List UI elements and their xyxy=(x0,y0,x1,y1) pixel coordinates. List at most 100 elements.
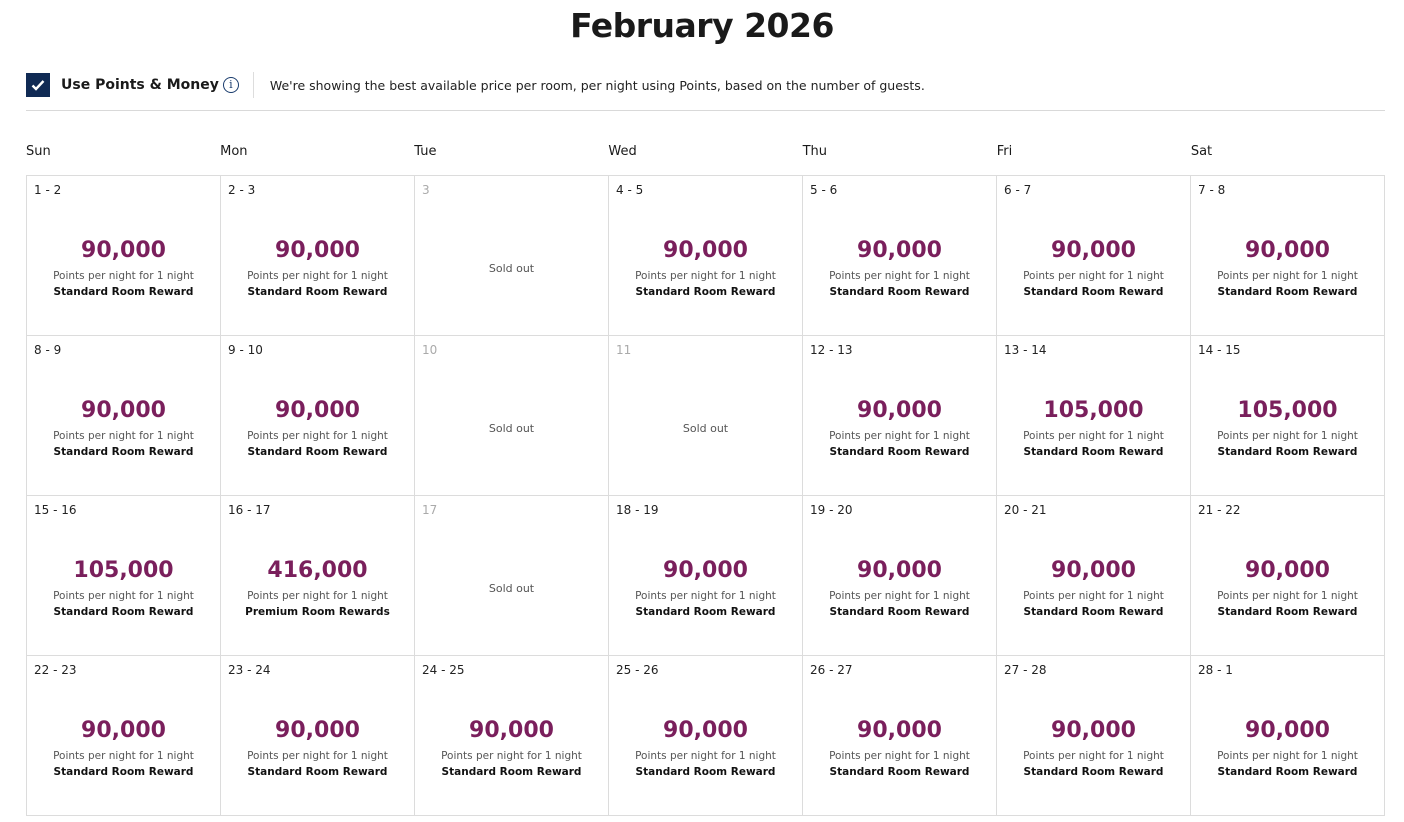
points-price: 90,000 xyxy=(275,718,360,743)
calendar-day-cell[interactable]: 25 - 26 90,000 Points per night for 1 nigh… xyxy=(609,656,803,816)
room-type: Standard Room Reward xyxy=(1217,446,1358,458)
calendar-grid: 1 - 2 90,000 Points per night for 1 night S… xyxy=(26,175,1385,816)
points-price: 90,000 xyxy=(469,718,554,743)
calendar-day-cell[interactable]: 19 - 20 90,000 Points per night for 1 nigh… xyxy=(803,496,997,656)
room-type: Standard Room Reward xyxy=(53,606,194,618)
price-description: Points per night for 1 night xyxy=(247,270,388,282)
calendar-day-cell[interactable]: 24 - 25 90,000 Points per night for 1 nigh… xyxy=(415,656,609,816)
points-price: 90,000 xyxy=(275,398,360,423)
day-dates: 19 - 20 xyxy=(810,503,853,517)
room-type: Standard Room Reward xyxy=(1023,286,1164,298)
points-price: 90,000 xyxy=(663,238,748,263)
calendar-day-cell[interactable]: 2 - 3 90,000 Points per night for 1 night S… xyxy=(221,176,415,336)
price-description: Points per night for 1 night xyxy=(1023,270,1164,282)
day-dates: 9 - 10 xyxy=(228,343,263,357)
calendar-day-cell[interactable]: 22 - 23 90,000 Points per night for 1 nigh… xyxy=(27,656,221,816)
price-description: Points per night for 1 night xyxy=(1217,270,1358,282)
price-description: Points per night for 1 night xyxy=(829,750,970,762)
day-dates: 13 - 14 xyxy=(1004,343,1047,357)
calendar-day-cell[interactable]: 18 - 19 90,000 Points per night for 1 nigh… xyxy=(609,496,803,656)
price-description: Points per night for 1 night xyxy=(441,750,582,762)
use-points-money-checkbox[interactable] xyxy=(26,73,50,97)
calendar-day-cell[interactable]: 16 - 17 416,000 Points per night for 1 nig… xyxy=(221,496,415,656)
use-points-money-label[interactable]: Use Points & Money xyxy=(61,77,219,93)
price-description: Points per night for 1 night xyxy=(53,590,194,602)
room-type: Standard Room Reward xyxy=(829,606,970,618)
room-type: Standard Room Reward xyxy=(829,286,970,298)
room-type: Standard Room Reward xyxy=(1023,766,1164,778)
room-type: Standard Room Reward xyxy=(635,766,776,778)
day-dates: 1 - 2 xyxy=(34,183,62,197)
day-dates: 25 - 26 xyxy=(616,663,659,677)
price-description: Points per night for 1 night xyxy=(1217,590,1358,602)
points-price: 90,000 xyxy=(275,238,360,263)
room-type: Standard Room Reward xyxy=(635,606,776,618)
calendar-day-cell[interactable]: 1 - 2 90,000 Points per night for 1 night S… xyxy=(27,176,221,336)
calendar-day-cell[interactable]: 4 - 5 90,000 Points per night for 1 night S… xyxy=(609,176,803,336)
points-price: 90,000 xyxy=(81,718,166,743)
room-type: Standard Room Reward xyxy=(247,446,388,458)
price-description: Points per night for 1 night xyxy=(1023,590,1164,602)
day-dates: 10 xyxy=(422,343,438,357)
day-dates: 5 - 6 xyxy=(810,183,838,197)
info-icon[interactable]: i xyxy=(222,77,239,93)
calendar-day-cell[interactable]: 20 - 21 90,000 Points per night for 1 nigh… xyxy=(997,496,1191,656)
calendar-day-cell[interactable]: 15 - 16 105,000 Points per night for 1 nig… xyxy=(27,496,221,656)
price-description: Points per night for 1 night xyxy=(53,430,194,442)
price-description: Points per night for 1 night xyxy=(53,270,194,282)
checkmark-icon xyxy=(31,80,45,91)
day-dates: 8 - 9 xyxy=(34,343,62,357)
sold-out-label: Sold out xyxy=(682,422,729,435)
calendar-day-cell[interactable]: 8 - 9 90,000 Points per night for 1 night S… xyxy=(27,336,221,496)
weekday-thu: Thu xyxy=(802,144,827,159)
calendar-day-cell[interactable]: 12 - 13 90,000 Points per night for 1 nigh… xyxy=(803,336,997,496)
points-price: 105,000 xyxy=(73,558,174,583)
day-dates: 6 - 7 xyxy=(1004,183,1032,197)
calendar-day-cell[interactable]: 13 - 14 105,000 Points per night for 1 nig… xyxy=(997,336,1191,496)
points-price: 90,000 xyxy=(1051,558,1136,583)
points-price: 90,000 xyxy=(1051,238,1136,263)
day-dates: 17 xyxy=(422,503,438,517)
price-description: Points per night for 1 night xyxy=(829,430,970,442)
room-type: Standard Room Reward xyxy=(1217,286,1358,298)
sold-out-label: Sold out xyxy=(488,262,535,275)
room-type: Standard Room Reward xyxy=(1217,606,1358,618)
day-dates: 14 - 15 xyxy=(1198,343,1241,357)
day-dates: 11 xyxy=(616,343,632,357)
day-dates: 12 - 13 xyxy=(810,343,853,357)
points-money-bar: Use Points & Money i We're showing the b… xyxy=(26,72,925,98)
calendar-day-cell[interactable]: 6 - 7 90,000 Points per night for 1 night S… xyxy=(997,176,1191,336)
price-description: Points per night for 1 night xyxy=(1217,750,1358,762)
calendar-day-cell[interactable]: 9 - 10 90,000 Points per night for 1 night… xyxy=(221,336,415,496)
calendar-day-cell[interactable]: 28 - 1 90,000 Points per night for 1 night… xyxy=(1191,656,1385,816)
divider xyxy=(252,72,254,98)
price-description: Points per night for 1 night xyxy=(53,750,194,762)
points-price: 90,000 xyxy=(81,398,166,423)
weekday-header: Sun Mon Tue Wed Thu Fri Sat xyxy=(26,144,1385,159)
room-type: Standard Room Reward xyxy=(1217,766,1358,778)
price-description: Points per night for 1 night xyxy=(829,590,970,602)
price-description: Points per night for 1 night xyxy=(635,590,776,602)
calendar-day-cell[interactable]: 21 - 22 90,000 Points per night for 1 nigh… xyxy=(1191,496,1385,656)
points-price: 90,000 xyxy=(1245,238,1330,263)
calendar-day-cell[interactable]: 27 - 28 90,000 Points per night for 1 nigh… xyxy=(997,656,1191,816)
day-dates: 24 - 25 xyxy=(422,663,465,677)
sold-out-label: Sold out xyxy=(488,422,535,435)
day-dates: 3 xyxy=(422,183,430,197)
calendar-day-cell[interactable]: 26 - 27 90,000 Points per night for 1 nigh… xyxy=(803,656,997,816)
calendar-day-cell: 10 Sold out xyxy=(415,336,609,496)
day-dates: 7 - 8 xyxy=(1198,183,1226,197)
day-dates: 28 - 1 xyxy=(1198,663,1233,677)
weekday-tue: Tue xyxy=(414,144,437,159)
weekday-mon: Mon xyxy=(220,144,248,159)
points-money-description: We're showing the best available price p… xyxy=(269,77,925,93)
calendar-day-cell[interactable]: 7 - 8 90,000 Points per night for 1 night S… xyxy=(1191,176,1385,336)
calendar-day-cell[interactable]: 23 - 24 90,000 Points per night for 1 nigh… xyxy=(221,656,415,816)
price-description: Points per night for 1 night xyxy=(829,270,970,282)
points-price: 90,000 xyxy=(663,718,748,743)
calendar-day-cell[interactable]: 5 - 6 90,000 Points per night for 1 night S… xyxy=(803,176,997,336)
room-type: Standard Room Reward xyxy=(635,286,776,298)
points-price: 90,000 xyxy=(857,718,942,743)
points-price: 90,000 xyxy=(857,398,942,423)
calendar-day-cell[interactable]: 14 - 15 105,000 Points per night for 1 nig… xyxy=(1191,336,1385,496)
